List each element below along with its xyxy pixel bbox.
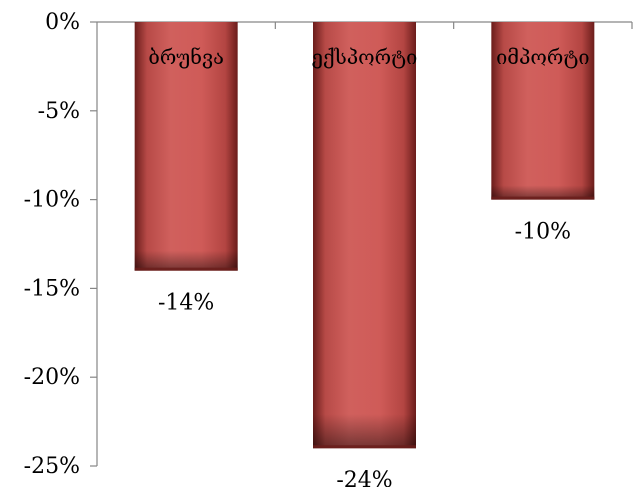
- bar-bottom-edge: [134, 267, 238, 271]
- bar-shade: [134, 22, 238, 271]
- bar-shade: [313, 22, 416, 449]
- bar-bottom-edge: [491, 196, 595, 200]
- bar-bottom-edge: [313, 445, 416, 449]
- bar-shade: [491, 22, 595, 200]
- data-label: -10%: [515, 220, 571, 245]
- category-label: იმპორტი: [496, 45, 589, 69]
- y-tick-label: -10%: [24, 188, 80, 213]
- data-label: -14%: [158, 291, 214, 316]
- data-label: -24%: [336, 468, 392, 487]
- y-tick-label: 0%: [45, 10, 80, 35]
- y-tick-label: -20%: [24, 365, 80, 390]
- category-label: ექსპორტი: [312, 45, 418, 69]
- y-tick-label: -15%: [24, 276, 80, 301]
- y-tick-label: -25%: [24, 454, 80, 479]
- category-label: ბრუნვა: [148, 45, 224, 69]
- y-tick-label: -5%: [38, 99, 80, 124]
